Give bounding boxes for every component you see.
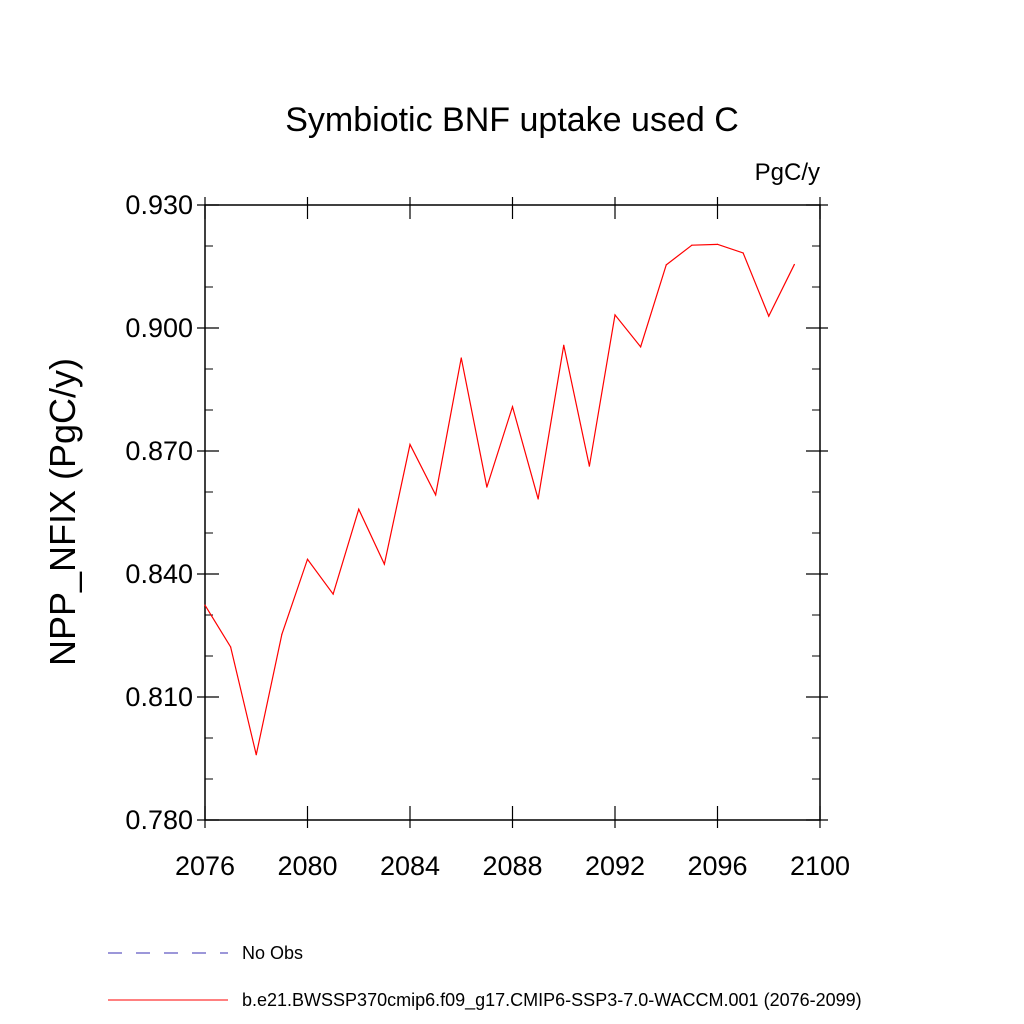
units-label: PgC/y [755, 159, 820, 186]
y-tick-label: 0.840 [125, 559, 193, 589]
x-tick-label: 2084 [380, 851, 440, 881]
x-tick-label: 2096 [687, 851, 747, 881]
data-point [204, 604, 206, 606]
data-point [358, 508, 360, 510]
legend: No Obs b.e21.BWSSP370cmip6.f09_g17.CMIP6… [108, 943, 862, 1011]
data-point [486, 486, 488, 488]
y-tick-label: 0.780 [125, 805, 193, 835]
data-point [563, 344, 565, 346]
data-point [435, 494, 437, 496]
legend-model-label: b.e21.BWSSP370cmip6.f09_g17.CMIP6-SSP3-7… [242, 990, 862, 1011]
data-point [537, 498, 539, 500]
x-tick-label: 2092 [585, 851, 645, 881]
data-point [306, 558, 309, 560]
y-tick-label: 0.870 [125, 436, 193, 466]
plot-frame [204, 204, 821, 821]
data-point [716, 243, 719, 245]
y-axis: 0.780 0.810 0.840 0.870 0.900 0.930 [125, 190, 828, 835]
data-point [691, 244, 693, 246]
data-point [614, 314, 616, 316]
data-point [332, 593, 334, 595]
y-axis-label: NPP_NFIX (PgC/y) [42, 358, 83, 666]
data-point [383, 563, 385, 565]
y-tick-label: 0.810 [125, 682, 193, 712]
x-tick-label: 2080 [277, 851, 337, 881]
data-point [742, 252, 744, 254]
x-tick-label: 2088 [482, 851, 542, 881]
y-tick-label: 0.900 [125, 313, 193, 343]
series-line [204, 243, 795, 755]
x-tick-label: 2076 [175, 851, 235, 881]
data-point [255, 754, 257, 756]
data-point [281, 633, 283, 635]
data-point [409, 443, 411, 446]
data-point [768, 315, 770, 317]
data-point [511, 406, 514, 408]
data-point [230, 646, 232, 648]
x-axis: 2076 2080 2084 2088 2092 2096 2100 [175, 197, 850, 881]
data-point [460, 357, 462, 359]
data-point [640, 346, 642, 348]
data-point [588, 465, 590, 467]
x-tick-label: 2100 [790, 851, 850, 881]
chart-title: Symbiotic BNF uptake used C [285, 101, 739, 139]
y-tick-label: 0.930 [125, 190, 193, 220]
data-point [793, 263, 795, 266]
legend-no-obs-label: No Obs [242, 943, 303, 963]
data-point [665, 264, 667, 266]
